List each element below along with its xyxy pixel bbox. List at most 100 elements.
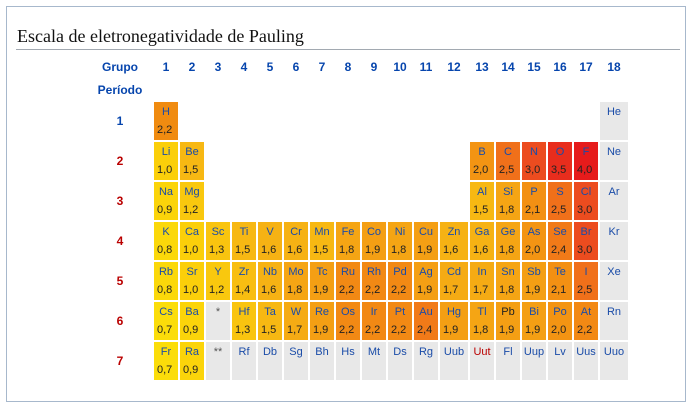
element-cell-K[interactable]: K 0,8 (154, 222, 178, 260)
element-cell-Mt[interactable]: Mt (362, 342, 386, 380)
element-cell-Ti[interactable]: Ti 1,5 (232, 222, 256, 260)
element-cell-Ba[interactable]: Ba 0,9 (180, 302, 204, 340)
element-cell-Mn[interactable]: Mn 1,5 (310, 222, 334, 260)
element-cell-Se[interactable]: Se 2,4 (548, 222, 572, 260)
element-cell-Uup[interactable]: Uup (522, 342, 546, 380)
element-cell-Br[interactable]: Br 3,0 (574, 222, 598, 260)
element-cell-Fe[interactable]: Fe 1,8 (336, 222, 360, 260)
element-cell-Hs[interactable]: Hs (336, 342, 360, 380)
element-cell-Re[interactable]: Re 1,9 (310, 302, 334, 340)
element-cell-N[interactable]: N 3,0 (522, 142, 546, 180)
element-cell-As[interactable]: As 2,0 (522, 222, 546, 260)
element-cell-Ne[interactable]: Ne (600, 142, 628, 180)
element-cell-Tl[interactable]: Tl 1,8 (470, 302, 494, 340)
element-cell-Si[interactable]: Si 1,8 (496, 182, 520, 220)
element-cell-Y[interactable]: Y 1,2 (206, 262, 230, 300)
element-cell-V[interactable]: V 1,6 (258, 222, 282, 260)
element-cell-Co[interactable]: Co 1,9 (362, 222, 386, 260)
element-cell-Ca[interactable]: Ca 1,0 (180, 222, 204, 260)
element-cell-Mg[interactable]: Mg 1,2 (180, 182, 204, 220)
element-cell-starstar[interactable]: ** (206, 342, 230, 380)
element-cell-Cu[interactable]: Cu 1,9 (414, 222, 438, 260)
element-cell-He[interactable]: He (600, 102, 628, 140)
element-cell-Rb[interactable]: Rb 0,8 (154, 262, 178, 300)
element-cell-Rg[interactable]: Rg (414, 342, 438, 380)
element-cell-Ru[interactable]: Ru 2,2 (336, 262, 360, 300)
element-cell-In[interactable]: In 1,7 (470, 262, 494, 300)
element-cell-Rh[interactable]: Rh 2,2 (362, 262, 386, 300)
element-cell-Cr[interactable]: Cr 1,6 (284, 222, 308, 260)
electronegativity-value (206, 319, 230, 324)
element-symbol: Fr (160, 346, 172, 358)
element-cell-Rf[interactable]: Rf (232, 342, 256, 380)
element-cell-Mo[interactable]: Mo 1,8 (284, 262, 308, 300)
element-cell-Rn[interactable]: Rn (600, 302, 628, 340)
element-cell-Fr[interactable]: Fr 0,7 (154, 342, 178, 380)
element-cell-Uus[interactable]: Uus (574, 342, 598, 380)
element-cell-B[interactable]: B 2,0 (470, 142, 494, 180)
element-cell-Ds[interactable]: Ds (388, 342, 412, 380)
element-cell-Uut[interactable]: Uut (470, 342, 494, 380)
element-cell-W[interactable]: W 1,7 (284, 302, 308, 340)
element-cell-Al[interactable]: Al 1,5 (470, 182, 494, 220)
element-cell-Cs[interactable]: Cs 0,7 (154, 302, 178, 340)
element-cell-Ni[interactable]: Ni 1,8 (388, 222, 412, 260)
element-cell-Kr[interactable]: Kr (600, 222, 628, 260)
element-cell-Ar[interactable]: Ar (600, 182, 628, 220)
element-cell-Hf[interactable]: Hf 1,3 (232, 302, 256, 340)
element-cell-Pt[interactable]: Pt 2,2 (388, 302, 412, 340)
element-cell-Ge[interactable]: Ge 1,8 (496, 222, 520, 260)
element-cell-Sg[interactable]: Sg (284, 342, 308, 380)
element-cell-P[interactable]: P 2,1 (522, 182, 546, 220)
electronegativity-value: 2,1 (525, 204, 541, 216)
element-cell-star[interactable]: * (206, 302, 230, 340)
element-cell-I[interactable]: I 2,5 (574, 262, 598, 300)
element-cell-Ra[interactable]: Ra 0,9 (180, 342, 204, 380)
element-cell-Po[interactable]: Po 2,0 (548, 302, 572, 340)
element-cell-Zn[interactable]: Zn 1,6 (440, 222, 468, 260)
element-cell-Uuo[interactable]: Uuo (600, 342, 628, 380)
element-cell-Te[interactable]: Te 2,1 (548, 262, 572, 300)
element-cell-S[interactable]: S 2,5 (548, 182, 572, 220)
electronegativity-value: 2,2 (365, 324, 381, 336)
element-cell-H[interactable]: H 2,2 (154, 102, 178, 140)
element-cell-Pd[interactable]: Pd 2,2 (388, 262, 412, 300)
element-cell-Tc[interactable]: Tc 1,9 (310, 262, 334, 300)
element-cell-At[interactable]: At 2,2 (574, 302, 598, 340)
element-cell-Bh[interactable]: Bh (310, 342, 334, 380)
element-symbol: Db (262, 346, 278, 358)
element-cell-Xe[interactable]: Xe (600, 262, 628, 300)
element-cell-Au[interactable]: Au 2,4 (414, 302, 438, 340)
element-cell-Sr[interactable]: Sr 1,0 (180, 262, 204, 300)
element-cell-Sc[interactable]: Sc 1,3 (206, 222, 230, 260)
element-cell-Sn[interactable]: Sn 1,8 (496, 262, 520, 300)
element-cell-Hg[interactable]: Hg 1,9 (440, 302, 468, 340)
group-header-14: 14 (501, 59, 515, 74)
element-cell-Cd[interactable]: Cd 1,7 (440, 262, 468, 300)
element-cell-C[interactable]: C 2,5 (496, 142, 520, 180)
element-cell-Db[interactable]: Db (258, 342, 282, 380)
element-cell-Zr[interactable]: Zr 1,4 (232, 262, 256, 300)
element-cell-Bi[interactable]: Bi 1,9 (522, 302, 546, 340)
element-cell-F[interactable]: F 4,0 (574, 142, 598, 180)
element-cell-Ir[interactable]: Ir 2,2 (362, 302, 386, 340)
element-cell-Pb[interactable]: Pb 1,9 (496, 302, 520, 340)
empty-cell (336, 182, 360, 220)
element-cell-Cl[interactable]: Cl 3,0 (574, 182, 598, 220)
element-cell-Nb[interactable]: Nb 1,6 (258, 262, 282, 300)
element-cell-Fl[interactable]: Fl (496, 342, 520, 380)
element-cell-Li[interactable]: Li 1,0 (154, 142, 178, 180)
element-cell-Na[interactable]: Na 0,9 (154, 182, 178, 220)
empty-cell (414, 142, 438, 180)
element-cell-Uub[interactable]: Uub (440, 342, 468, 380)
element-cell-O[interactable]: O 3,5 (548, 142, 572, 180)
element-cell-Ag[interactable]: Ag 1,9 (414, 262, 438, 300)
element-cell-Ta[interactable]: Ta 1,5 (258, 302, 282, 340)
element-cell-Os[interactable]: Os 2,2 (336, 302, 360, 340)
element-cell-Ga[interactable]: Ga 1,6 (470, 222, 494, 260)
element-cell-Lv[interactable]: Lv (548, 342, 572, 380)
electronegativity-value: 1,6 (287, 244, 303, 256)
element-cell-Be[interactable]: Be 1,5 (180, 142, 204, 180)
element-symbol: Hg (446, 306, 462, 318)
element-cell-Sb[interactable]: Sb 1,9 (522, 262, 546, 300)
